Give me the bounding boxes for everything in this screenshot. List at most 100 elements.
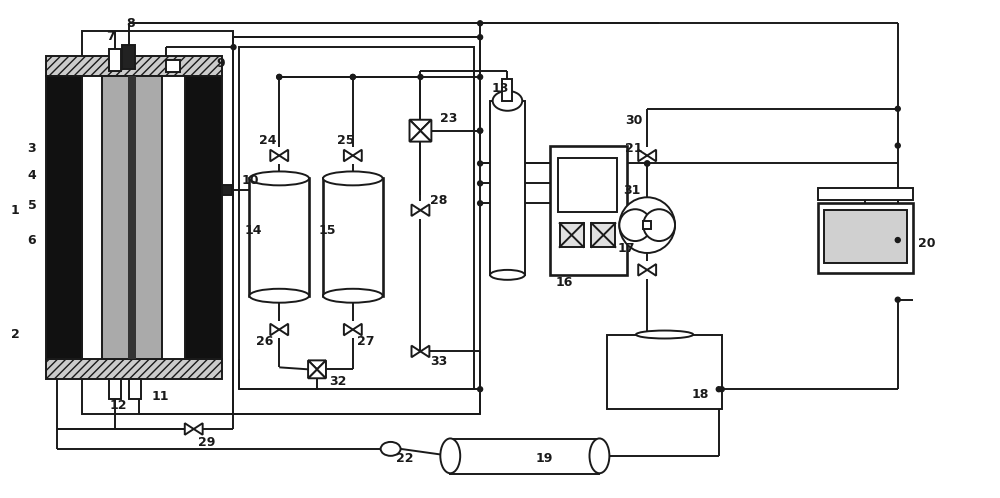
- Text: 19: 19: [536, 452, 553, 465]
- Bar: [102, 76, 162, 360]
- Circle shape: [478, 161, 483, 166]
- Ellipse shape: [589, 438, 609, 473]
- Polygon shape: [420, 204, 429, 216]
- Polygon shape: [270, 324, 279, 335]
- Circle shape: [619, 209, 651, 241]
- Polygon shape: [353, 324, 362, 335]
- Text: 27: 27: [357, 335, 374, 348]
- Bar: [222, 185, 232, 195]
- Bar: [643, 221, 651, 229]
- Bar: [46, 360, 222, 379]
- Polygon shape: [420, 346, 429, 357]
- Polygon shape: [647, 264, 656, 276]
- Text: 7: 7: [106, 30, 115, 43]
- Circle shape: [643, 209, 675, 241]
- Polygon shape: [638, 264, 647, 276]
- Text: 23: 23: [440, 112, 458, 125]
- Text: 16: 16: [556, 276, 573, 289]
- Circle shape: [277, 75, 282, 80]
- Text: 33: 33: [430, 355, 448, 368]
- Text: 1: 1: [11, 204, 19, 217]
- Polygon shape: [411, 204, 420, 216]
- Circle shape: [645, 161, 650, 166]
- Polygon shape: [647, 150, 656, 161]
- Circle shape: [478, 201, 483, 206]
- Circle shape: [478, 181, 483, 186]
- Bar: [122, 45, 135, 69]
- Text: 14: 14: [244, 224, 262, 237]
- Text: 24: 24: [259, 134, 277, 147]
- Bar: [502, 79, 512, 101]
- Text: 10: 10: [241, 174, 259, 187]
- Text: 30: 30: [625, 114, 643, 127]
- Text: 25: 25: [337, 134, 354, 147]
- Bar: [128, 76, 136, 360]
- Text: 26: 26: [256, 335, 274, 348]
- Text: 15: 15: [319, 224, 337, 237]
- Text: 17: 17: [617, 242, 635, 254]
- Polygon shape: [270, 150, 279, 161]
- Polygon shape: [344, 324, 353, 335]
- Circle shape: [895, 143, 900, 148]
- Ellipse shape: [490, 270, 525, 280]
- Bar: [490, 101, 525, 275]
- Polygon shape: [638, 150, 647, 161]
- Bar: [323, 178, 383, 296]
- Text: 32: 32: [329, 375, 346, 388]
- Text: 21: 21: [625, 142, 643, 155]
- Polygon shape: [308, 361, 317, 378]
- Bar: [450, 439, 599, 474]
- Circle shape: [716, 387, 721, 392]
- Polygon shape: [344, 150, 353, 161]
- Text: 28: 28: [430, 194, 448, 207]
- Circle shape: [645, 161, 650, 166]
- Bar: [824, 210, 907, 263]
- Polygon shape: [353, 150, 362, 161]
- Circle shape: [619, 197, 675, 253]
- Bar: [550, 145, 627, 275]
- Bar: [607, 335, 722, 409]
- Bar: [558, 157, 617, 212]
- Bar: [818, 188, 913, 200]
- Polygon shape: [308, 370, 326, 378]
- Circle shape: [478, 387, 483, 392]
- Circle shape: [895, 238, 900, 243]
- Bar: [249, 178, 309, 296]
- Ellipse shape: [440, 438, 460, 473]
- Ellipse shape: [249, 289, 309, 303]
- Bar: [239, 47, 474, 389]
- Polygon shape: [410, 120, 420, 141]
- Ellipse shape: [493, 91, 522, 111]
- Text: 6: 6: [28, 234, 36, 247]
- Polygon shape: [279, 150, 288, 161]
- Ellipse shape: [381, 442, 401, 456]
- Polygon shape: [410, 120, 431, 130]
- Text: 3: 3: [28, 142, 36, 155]
- Bar: [166, 60, 180, 72]
- Bar: [818, 203, 913, 273]
- Text: 8: 8: [126, 17, 134, 30]
- Ellipse shape: [323, 289, 383, 303]
- Text: 18: 18: [692, 387, 709, 401]
- Circle shape: [418, 75, 423, 80]
- Text: 11: 11: [152, 389, 169, 403]
- Polygon shape: [279, 324, 288, 335]
- Text: 2: 2: [11, 328, 19, 341]
- Bar: [129, 379, 141, 399]
- Circle shape: [478, 21, 483, 26]
- Ellipse shape: [323, 171, 383, 185]
- Polygon shape: [410, 130, 431, 141]
- Bar: [109, 379, 121, 399]
- Polygon shape: [420, 120, 431, 141]
- Bar: [233, 37, 480, 414]
- Bar: [591, 223, 615, 247]
- Circle shape: [895, 106, 900, 111]
- Circle shape: [350, 75, 355, 80]
- Bar: [82, 31, 233, 414]
- Polygon shape: [411, 346, 420, 357]
- Text: 12: 12: [109, 398, 127, 412]
- Text: 31: 31: [623, 184, 641, 197]
- Circle shape: [231, 45, 236, 50]
- Polygon shape: [308, 361, 326, 370]
- Text: 22: 22: [396, 452, 413, 465]
